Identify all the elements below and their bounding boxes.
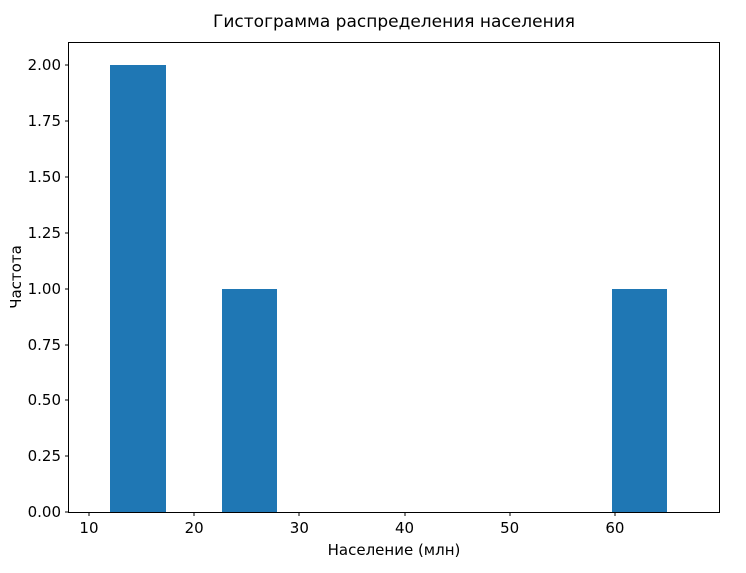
chart-title: Гистограмма распределения населения: [213, 12, 575, 32]
x-tick-mark-10: [88, 512, 90, 516]
y-tick-mark-0.25: [65, 455, 69, 457]
y-tick-label-1.00: 1.00: [27, 279, 61, 298]
y-tick-mark-2.00: [65, 64, 69, 66]
histogram-bar-1: [221, 288, 278, 512]
y-tick-label-1.75: 1.75: [27, 112, 61, 131]
x-tick-mark-50: [509, 512, 511, 516]
x-axis-label: Население (млн): [327, 541, 461, 559]
x-tick-label-30: 30: [289, 519, 309, 537]
bars-layer: [69, 43, 719, 512]
y-tick-mark-1.00: [65, 288, 69, 290]
x-tick-label-60: 60: [605, 519, 625, 537]
y-tick-mark-0.75: [65, 344, 69, 345]
y-tick-mark-0.50: [65, 399, 69, 401]
histogram-bar-0: [110, 65, 166, 512]
y-tick-label-0.75: 0.75: [27, 335, 61, 354]
y-tick-mark-0.00: [65, 511, 69, 513]
x-tick-mark-40: [404, 512, 406, 516]
x-tick-label-10: 10: [79, 519, 99, 537]
y-tick-mark-1.50: [65, 176, 69, 178]
y-tick-label-0.25: 0.25: [27, 447, 61, 466]
plot-area: 10 20 30 40 50 60 0.00 0.25 0.50 0.75 1.00 1.25 1.5…: [28, 42, 720, 537]
y-tick-label-2.00: 2.00: [27, 56, 61, 75]
x-tick-mark-60: [614, 512, 616, 516]
y-tick-label-0.50: 0.50: [27, 391, 61, 410]
x-tick-mark-20: [193, 512, 195, 516]
y-axis-label: Частота: [7, 245, 25, 309]
histogram-bar-2: [611, 288, 668, 512]
y-tick-label-0.00: 0.00: [27, 503, 61, 521]
x-tick-label-40: 40: [394, 519, 415, 537]
x-tick-label-20: 20: [184, 519, 204, 537]
y-tick-mark-1.25: [65, 232, 69, 234]
y-tick-label-1.25: 1.25: [27, 223, 61, 242]
y-tick-mark-1.75: [65, 120, 69, 122]
y-tick-label-1.50: 1.50: [27, 168, 61, 186]
x-tick-mark-30: [298, 512, 300, 516]
x-tick-label-50: 50: [500, 519, 520, 537]
